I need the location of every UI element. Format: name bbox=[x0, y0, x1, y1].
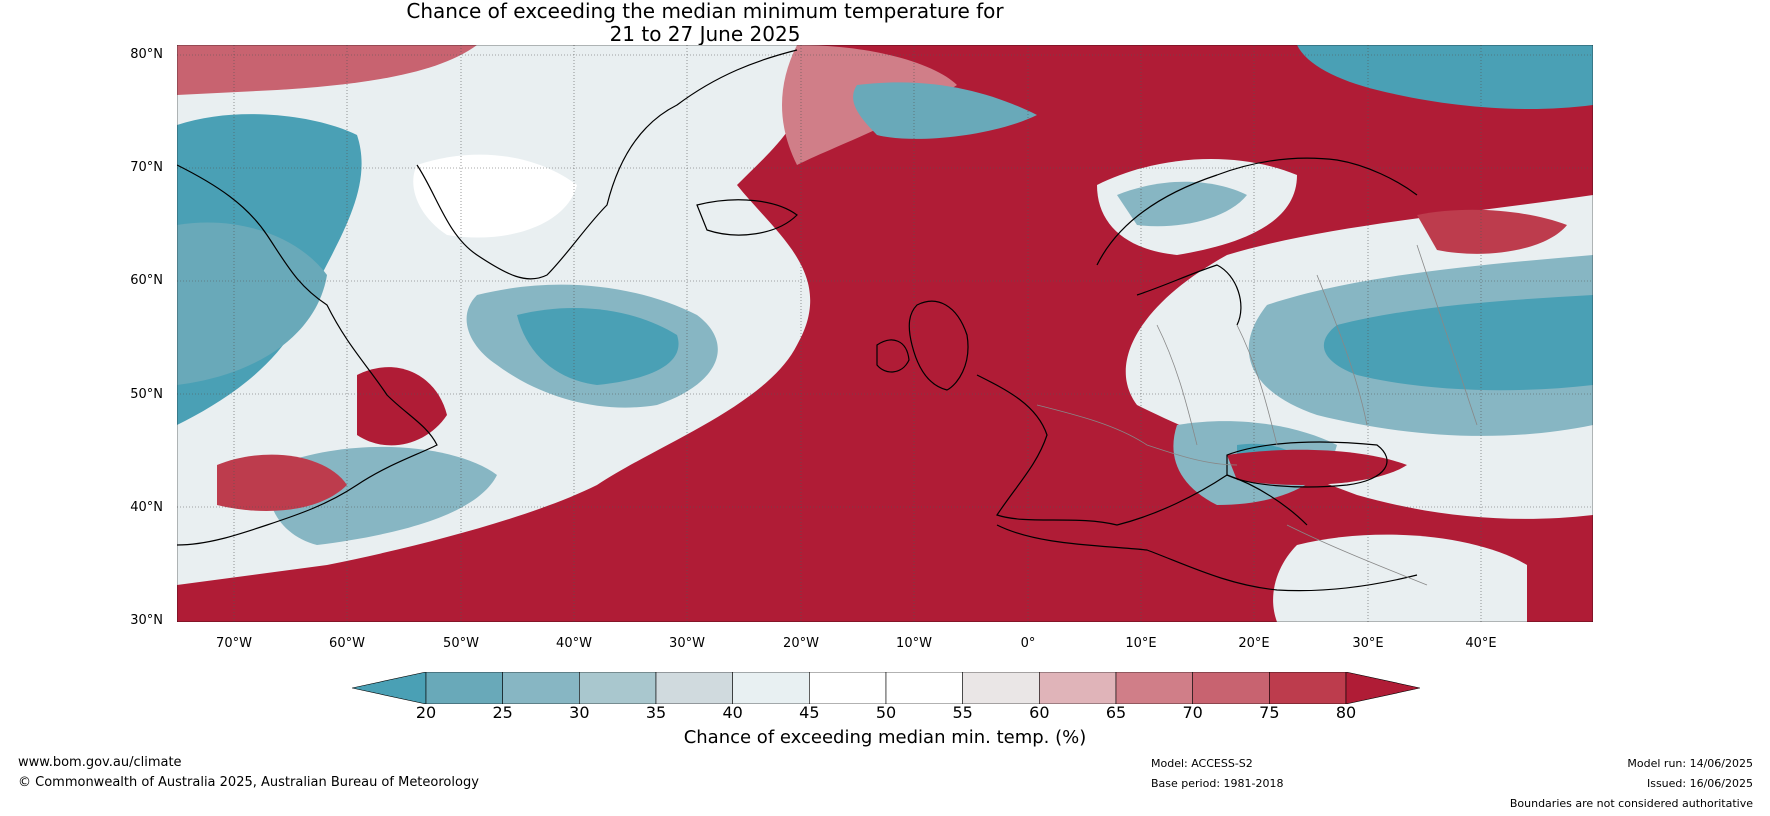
footer-model: Model: ACCESS-S2 bbox=[1151, 757, 1253, 770]
probability-map bbox=[177, 45, 1593, 622]
lon-label-30w: 30°W bbox=[669, 636, 705, 651]
lon-label-10e: 10°E bbox=[1125, 636, 1157, 651]
colorbar-segment bbox=[962, 672, 1040, 704]
colorbar-tick-label: 45 bbox=[799, 703, 820, 722]
map-title: Chance of exceeding the median minimum t… bbox=[0, 0, 1410, 46]
colorbar-segment bbox=[502, 672, 580, 704]
lat-label-40n: 40°N bbox=[130, 500, 163, 515]
colorbar-tick-label: 60 bbox=[1029, 703, 1050, 722]
colorbar-segment bbox=[1039, 672, 1117, 704]
footer-model-run: Model run: 14/06/2025 bbox=[1627, 757, 1753, 770]
coastlines bbox=[177, 49, 1418, 592]
colorbar-segment bbox=[579, 672, 657, 704]
colorbar-tick-label: 55 bbox=[952, 703, 973, 722]
colorbar-tick-label: 25 bbox=[492, 703, 513, 722]
colorbar-segment bbox=[809, 672, 887, 704]
colorbar-segment bbox=[1269, 672, 1347, 704]
colorbar-tick-label: 75 bbox=[1259, 703, 1280, 722]
colorbar-segment bbox=[425, 672, 503, 704]
colorbar-segment bbox=[1115, 672, 1193, 704]
colorbar-label: Chance of exceeding median min. temp. (%… bbox=[683, 727, 1087, 748]
country-borders bbox=[1036, 244, 1478, 586]
ireland-coast bbox=[876, 339, 910, 373]
footer-copyright: © Commonwealth of Australia 2025, Austra… bbox=[18, 775, 479, 790]
footer-website: www.bom.gov.au/climate bbox=[18, 755, 182, 770]
lon-label-30e: 30°E bbox=[1352, 636, 1384, 651]
iceland-coast bbox=[696, 199, 798, 236]
colorbar-segment bbox=[732, 672, 810, 704]
footer-issued: Issued: 16/06/2025 bbox=[1646, 777, 1753, 790]
colorbar bbox=[352, 672, 1420, 704]
lon-label-70w: 70°W bbox=[216, 636, 252, 651]
colorbar-segment bbox=[885, 672, 963, 704]
colorbar-tick-label: 30 bbox=[569, 703, 590, 722]
black-sea-coast bbox=[1226, 441, 1388, 488]
lon-label-40e: 40°E bbox=[1465, 636, 1497, 651]
lon-label-50w: 50°W bbox=[443, 636, 479, 651]
title-line-1: Chance of exceeding the median minimum t… bbox=[406, 0, 1004, 23]
lat-label-50n: 50°N bbox=[130, 387, 163, 402]
arctic-cool-zone bbox=[853, 82, 1037, 139]
lon-label-20w: 20°W bbox=[783, 636, 819, 651]
colorbar-tick-label: 80 bbox=[1335, 703, 1357, 722]
colorbar-over-arrow bbox=[1345, 672, 1420, 704]
lat-label-70n: 70°N bbox=[130, 160, 163, 175]
colorbar-segment bbox=[655, 672, 733, 704]
footer-disclaimer: Boundaries are not considered authoritat… bbox=[1509, 797, 1753, 810]
british-isles-coast bbox=[908, 300, 969, 391]
baltic-coast bbox=[1136, 264, 1242, 326]
colorbar-under-arrow bbox=[352, 672, 427, 704]
colorbar-segment bbox=[1192, 672, 1270, 704]
lon-label-40w: 40°W bbox=[556, 636, 592, 651]
lon-label-60w: 60°W bbox=[329, 636, 365, 651]
colorbar-tick-label: 50 bbox=[875, 703, 897, 722]
lat-label-30n: 30°N bbox=[130, 613, 163, 628]
mediterranean-coast bbox=[996, 524, 1418, 592]
scandinavia-coast bbox=[1096, 157, 1418, 266]
lon-label-20e: 20°E bbox=[1238, 636, 1270, 651]
lon-label-10w: 10°W bbox=[896, 636, 932, 651]
north-america-coast bbox=[177, 164, 438, 546]
footer-base-period: Base period: 1981-2018 bbox=[1151, 777, 1284, 790]
greenland-coast bbox=[416, 49, 798, 280]
lat-label-80n: 80°N bbox=[130, 47, 163, 62]
colorbar-tick-label: 70 bbox=[1182, 703, 1203, 722]
title-line-2: 21 to 27 June 2025 bbox=[609, 22, 801, 46]
graticule bbox=[177, 45, 1593, 622]
colorbar-tick-label: 20 bbox=[415, 703, 437, 722]
lat-label-60n: 60°N bbox=[130, 273, 163, 288]
colorbar-tick-label: 65 bbox=[1105, 703, 1127, 722]
lon-label-0: 0° bbox=[1020, 636, 1036, 651]
colorbar-tick-label: 40 bbox=[722, 703, 743, 722]
colorbar-tick-label: 35 bbox=[645, 703, 667, 722]
